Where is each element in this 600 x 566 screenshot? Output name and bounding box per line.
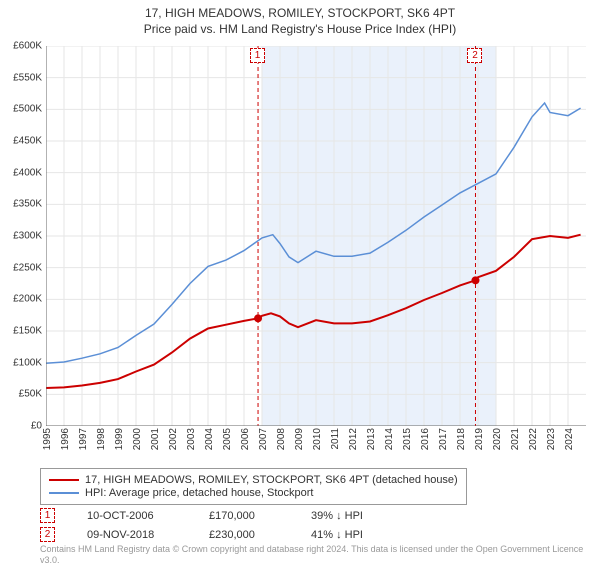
x-tick-label: 2007 <box>258 428 269 450</box>
x-tick-label: 2003 <box>186 428 197 450</box>
legend-label-property: 17, HIGH MEADOWS, ROMILEY, STOCKPORT, SK… <box>85 474 458 486</box>
y-tick-label: £150K <box>13 326 42 337</box>
x-tick-label: 2008 <box>276 428 287 450</box>
y-tick-label: £500K <box>13 104 42 115</box>
y-tick-label: £50K <box>19 389 42 400</box>
x-tick-label: 2006 <box>240 428 251 450</box>
legend-item-property: 17, HIGH MEADOWS, ROMILEY, STOCKPORT, SK… <box>49 474 458 486</box>
x-tick-label: 1996 <box>60 428 71 450</box>
x-tick-label: 2010 <box>312 428 323 450</box>
plot-svg <box>46 46 586 426</box>
title-sub: Price paid vs. HM Land Registry's House … <box>0 22 600 36</box>
x-tick-label: 2012 <box>348 428 359 450</box>
title-main: 17, HIGH MEADOWS, ROMILEY, STOCKPORT, SK… <box>0 6 600 20</box>
y-tick-label: £350K <box>13 199 42 210</box>
x-tick-label: 2001 <box>150 428 161 450</box>
y-tick-label: £0 <box>31 421 42 432</box>
x-tick-label: 2009 <box>294 428 305 450</box>
y-tick-label: £600K <box>13 41 42 52</box>
y-tick-label: £450K <box>13 136 42 147</box>
legend-item-hpi: HPI: Average price, detached house, Stoc… <box>49 487 458 499</box>
x-tick-label: 1995 <box>42 428 53 450</box>
y-tick-label: £400K <box>13 167 42 178</box>
x-tick-label: 2004 <box>204 428 215 450</box>
y-tick-label: £300K <box>13 231 42 242</box>
sale-delta-2: 41% ↓ HPI <box>311 529 391 541</box>
legend-label-hpi: HPI: Average price, detached house, Stoc… <box>85 487 314 499</box>
x-tick-label: 2019 <box>474 428 485 450</box>
x-tick-label: 2013 <box>366 428 377 450</box>
plot-area <box>46 46 586 426</box>
sale-marker-flag-2: 2 <box>467 48 482 63</box>
x-tick-label: 2020 <box>492 428 503 450</box>
legend: 17, HIGH MEADOWS, ROMILEY, STOCKPORT, SK… <box>40 468 467 505</box>
x-tick-label: 2023 <box>546 428 557 450</box>
x-tick-label: 2018 <box>456 428 467 450</box>
sale-marker-2: 2 <box>40 527 55 542</box>
y-tick-label: £100K <box>13 357 42 368</box>
sales-table: 1 10-OCT-2006 £170,000 39% ↓ HPI 2 09-NO… <box>40 508 391 546</box>
x-tick-label: 2014 <box>384 428 395 450</box>
y-tick-label: £250K <box>13 262 42 273</box>
sale-price-2: £230,000 <box>209 529 279 541</box>
x-axis: 1995199619971998199920002001200220032004… <box>46 428 586 468</box>
legend-swatch-property <box>49 479 79 481</box>
x-tick-label: 1998 <box>96 428 107 450</box>
x-tick-label: 2017 <box>438 428 449 450</box>
sale-date-2: 09-NOV-2018 <box>87 529 177 541</box>
x-tick-label: 2005 <box>222 428 233 450</box>
y-tick-label: £550K <box>13 72 42 83</box>
x-tick-label: 1997 <box>78 428 89 450</box>
x-tick-label: 2024 <box>564 428 575 450</box>
y-tick-label: £200K <box>13 294 42 305</box>
x-tick-label: 1999 <box>114 428 125 450</box>
attribution-text: Contains HM Land Registry data © Crown c… <box>40 544 600 566</box>
x-tick-label: 2000 <box>132 428 143 450</box>
x-tick-label: 2016 <box>420 428 431 450</box>
sale-price-1: £170,000 <box>209 510 279 522</box>
x-tick-label: 2011 <box>330 428 341 450</box>
x-tick-label: 2021 <box>510 428 521 450</box>
x-tick-label: 2002 <box>168 428 179 450</box>
sale-delta-1: 39% ↓ HPI <box>311 510 391 522</box>
x-tick-label: 2022 <box>528 428 539 450</box>
sale-row-2: 2 09-NOV-2018 £230,000 41% ↓ HPI <box>40 527 391 542</box>
sale-date-1: 10-OCT-2006 <box>87 510 177 522</box>
sale-marker-1: 1 <box>40 508 55 523</box>
x-tick-label: 2015 <box>402 428 413 450</box>
sale-row-1: 1 10-OCT-2006 £170,000 39% ↓ HPI <box>40 508 391 523</box>
chart-container: 17, HIGH MEADOWS, ROMILEY, STOCKPORT, SK… <box>0 0 600 560</box>
legend-swatch-hpi <box>49 492 79 494</box>
chart-titles: 17, HIGH MEADOWS, ROMILEY, STOCKPORT, SK… <box>0 0 600 36</box>
sale-marker-flag-1: 1 <box>250 48 265 63</box>
y-axis: £0£50K£100K£150K£200K£250K£300K£350K£400… <box>0 46 44 426</box>
